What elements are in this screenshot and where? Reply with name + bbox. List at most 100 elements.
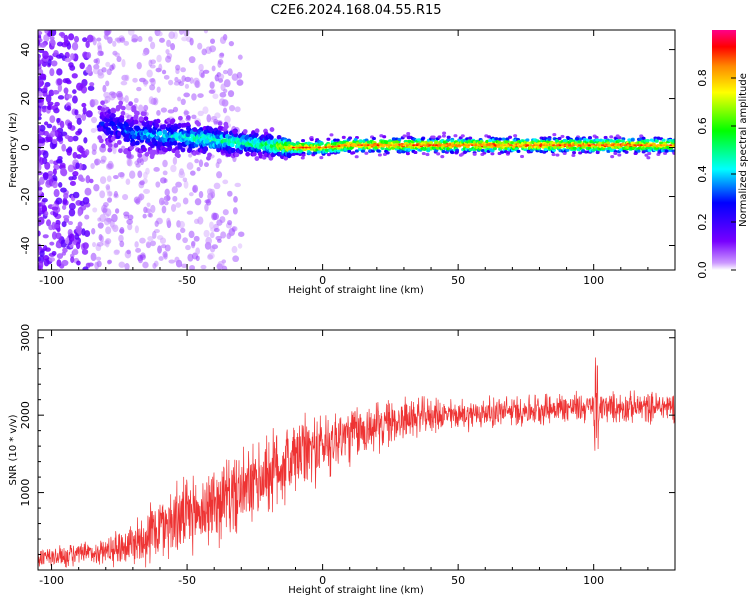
heatmap-cell	[224, 115, 231, 124]
heatmap-cell	[600, 144, 604, 147]
heatmap-cell	[630, 138, 635, 142]
heatmap-cell	[84, 149, 90, 156]
heatmap-cell	[216, 238, 222, 243]
heatmap-cell	[134, 140, 140, 146]
heatmap-cell	[654, 139, 659, 143]
heatmap-cell	[165, 48, 170, 55]
heatmap-cell	[382, 152, 387, 157]
heatmap-cell	[636, 144, 640, 147]
heatmap-cell	[412, 144, 416, 147]
heatmap-cell	[123, 40, 130, 46]
heatmap-cell	[105, 117, 110, 123]
heatmap-cell	[145, 137, 151, 143]
heatmap-cell	[38, 163, 42, 171]
heatmap-cell	[163, 147, 169, 153]
heatmap-cell	[193, 235, 200, 242]
heatmap-cell	[142, 213, 147, 219]
heatmap-cell	[170, 43, 176, 51]
heatmap-cell	[72, 170, 79, 177]
heatmap-cell	[587, 144, 591, 147]
heatmap-cell	[45, 94, 52, 103]
heatmap-cell	[392, 144, 396, 147]
heatmap-cell	[672, 151, 675, 155]
heatmap-cell	[89, 82, 95, 87]
heatmap-cell	[503, 144, 507, 147]
heatmap-cell	[174, 256, 180, 263]
heatmap-cell	[313, 151, 318, 155]
heatmap-cell	[180, 147, 186, 153]
heatmap-cell	[324, 146, 328, 149]
heatmap-cell	[592, 147, 597, 152]
heatmap-cell	[415, 144, 419, 147]
heatmap-cell	[119, 240, 125, 248]
heatmap-cell	[82, 242, 89, 250]
heatmap-cell	[340, 144, 344, 147]
heatmap-cell	[192, 184, 199, 193]
colorbar-tick-label: 0.0	[696, 261, 709, 279]
heatmap-cell	[123, 122, 129, 127]
heatmap-cell	[60, 120, 65, 129]
heatmap-cell	[61, 143, 66, 152]
heatmap-cell	[633, 144, 637, 147]
x-tick-label: 0	[319, 274, 326, 287]
heatmap-cell	[209, 45, 217, 53]
heatmap-cell	[665, 144, 670, 147]
heatmap-cell	[164, 188, 170, 196]
heatmap-cell	[203, 229, 210, 238]
heatmap-cell	[221, 265, 228, 270]
heatmap-cell	[626, 144, 630, 147]
heatmap-cell	[58, 182, 63, 188]
heatmap-cell	[147, 235, 154, 242]
heatmap-cell	[68, 221, 74, 226]
heatmap-cell	[114, 249, 120, 254]
heatmap-cell	[128, 101, 134, 107]
heatmap-cell	[218, 73, 225, 80]
heatmap-cell	[610, 144, 614, 147]
heatmap-cell	[231, 245, 238, 254]
heatmap-cell	[82, 37, 88, 43]
heatmap-cell	[195, 247, 201, 255]
heatmap-cell	[350, 144, 354, 147]
heatmap-cell	[127, 214, 134, 221]
heatmap-cell	[408, 144, 413, 147]
heatmap-cell	[142, 134, 148, 140]
heatmap-cell	[51, 221, 56, 231]
heatmap-cell	[130, 130, 135, 136]
heatmap-cell	[138, 194, 143, 202]
heatmap-cell	[194, 198, 202, 206]
heatmap-cell	[170, 118, 176, 124]
heatmap-cell	[436, 152, 441, 156]
heatmap-cell	[572, 150, 577, 155]
heatmap-cell	[48, 257, 56, 262]
heatmap-cell	[444, 144, 448, 147]
heatmap-cell	[233, 195, 238, 203]
heatmap-cell	[561, 144, 565, 147]
heatmap-cell	[171, 186, 178, 194]
heatmap-cell	[161, 200, 166, 205]
heatmap-cell	[159, 177, 167, 184]
heatmap-cell	[253, 132, 259, 138]
heatmap-cell	[212, 212, 219, 221]
heatmap-cell	[228, 230, 233, 238]
heatmap-cell	[162, 129, 168, 135]
heatmap-cell	[77, 221, 83, 228]
heatmap-cell	[166, 39, 172, 48]
heatmap-cell	[551, 144, 556, 147]
heatmap-cell	[389, 144, 393, 147]
heatmap-cell	[308, 146, 312, 149]
heatmap-cell	[148, 120, 154, 126]
heatmap-cell	[220, 83, 226, 92]
x-tick-label: 0	[319, 574, 326, 587]
heatmap-cell	[38, 194, 42, 202]
heatmap-cell	[609, 135, 614, 139]
heatmap-cell	[107, 36, 113, 44]
heatmap-cell	[70, 53, 75, 60]
heatmap-cell	[63, 192, 69, 199]
heatmap-cell	[162, 170, 168, 176]
heatmap-cell	[197, 216, 204, 225]
heatmap-cell	[175, 232, 182, 241]
heatmap-cell	[39, 250, 45, 257]
heatmap-cell	[218, 98, 226, 106]
heatmap-cell	[81, 228, 86, 236]
heatmap-cell	[159, 237, 167, 244]
